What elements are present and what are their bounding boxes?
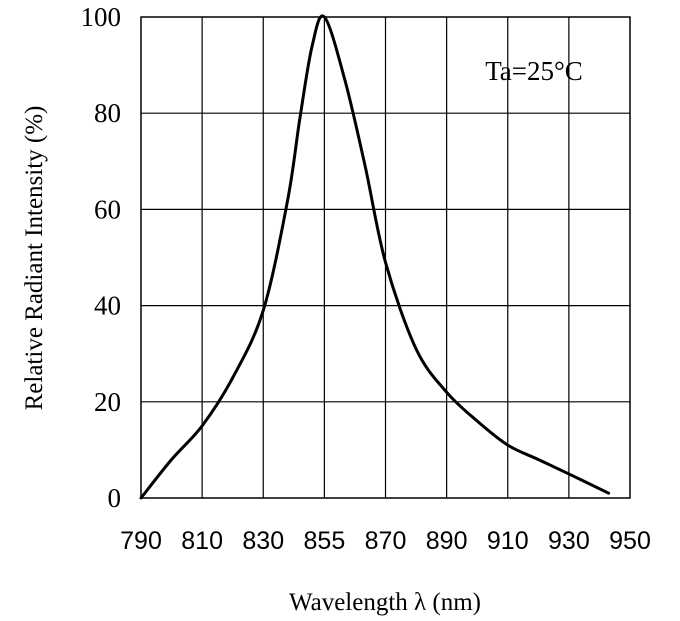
y-tick-label: 80 xyxy=(94,98,121,128)
x-tick-label: 950 xyxy=(609,527,651,555)
y-tick-label: 100 xyxy=(81,2,122,32)
y-tick-labels: 0 20 40 60 80 100 xyxy=(81,2,122,513)
grid-layer xyxy=(141,17,630,498)
x-axis-label: Wavelength λ (nm) xyxy=(289,589,481,616)
y-tick-label: 20 xyxy=(94,387,121,417)
series-line xyxy=(139,14,611,500)
x-tick-label: 930 xyxy=(548,527,590,555)
x-tick-label: 810 xyxy=(181,527,223,555)
y-tick-label: 60 xyxy=(94,194,121,224)
x-tick-label: 910 xyxy=(487,527,529,555)
x-tick-label: 790 xyxy=(120,527,162,555)
plot-frame xyxy=(140,16,631,499)
temperature-annotation: Ta=25°C xyxy=(485,56,583,86)
y-tick-label: 0 xyxy=(108,483,122,513)
x-tick-label: 870 xyxy=(365,527,407,555)
y-axis-label: Relative Radiant Intensity (%) xyxy=(21,106,48,411)
x-tick-label: 830 xyxy=(242,527,284,555)
y-tick-label: 40 xyxy=(94,291,121,321)
x-tick-labels: 790 810 830 855 870 890 910 930 950 xyxy=(120,527,651,555)
x-tick-label: 890 xyxy=(426,527,468,555)
x-tick-label: 855 xyxy=(304,527,346,555)
